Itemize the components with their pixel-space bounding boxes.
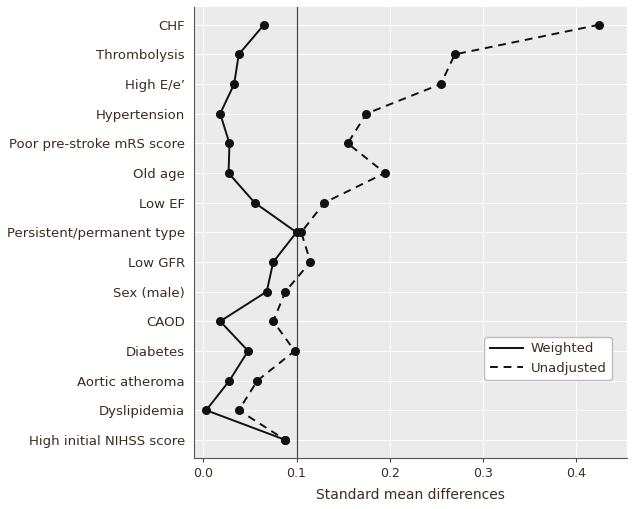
Legend: Weighted, Unadjusted: Weighted, Unadjusted — [484, 337, 612, 380]
X-axis label: Standard mean differences: Standard mean differences — [316, 488, 505, 502]
